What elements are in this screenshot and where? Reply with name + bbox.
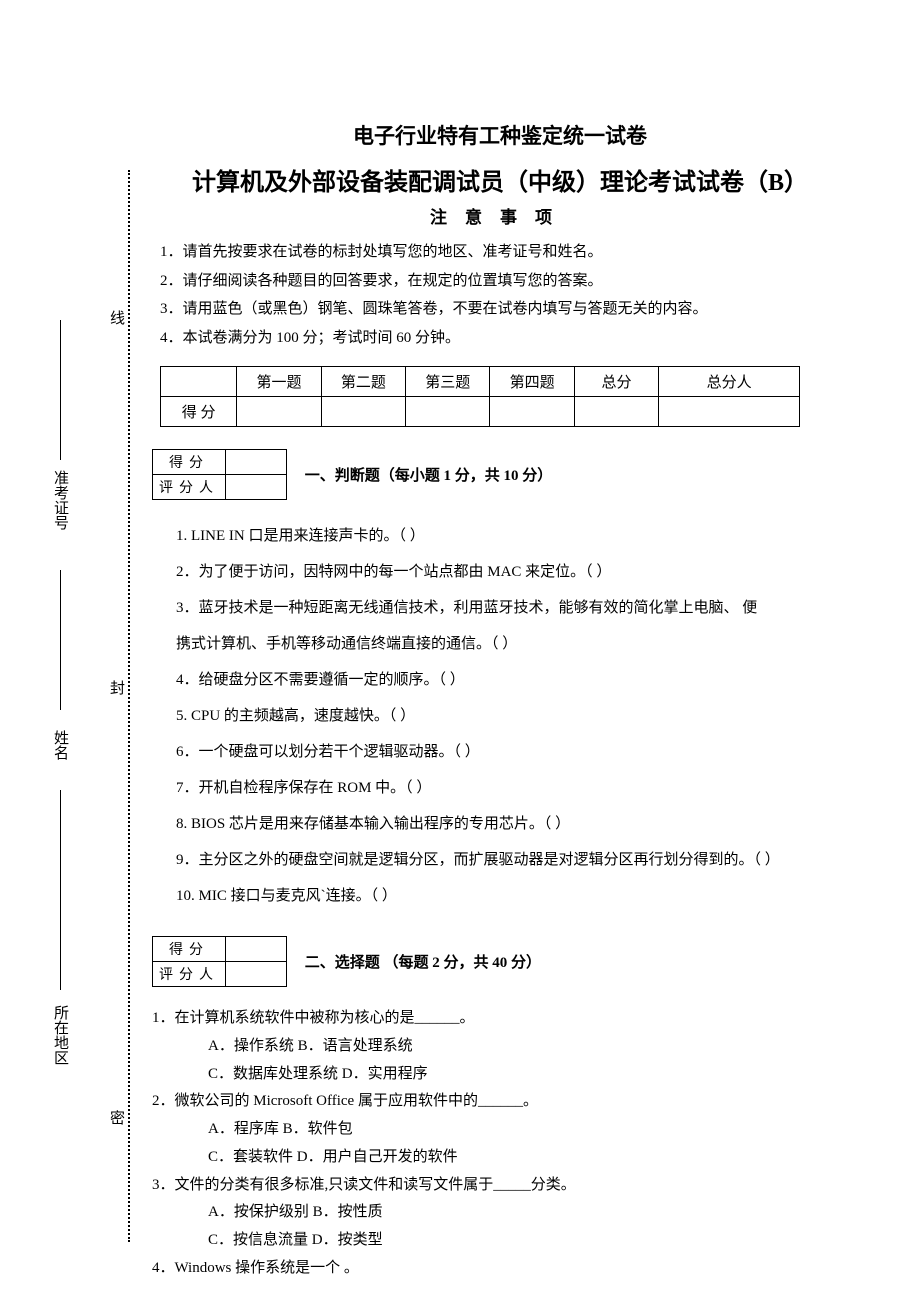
section-score-box: 得分 评分人 (152, 449, 287, 500)
section2-header: 得分 评分人 二、选择题 （每题 2 分，共 40 分） (140, 936, 860, 987)
binding-marker-secret: 密 (106, 1110, 127, 1125)
binding-marker-seal: 封 (106, 680, 127, 695)
question-options: A．程序库 B．软件包 (208, 1116, 860, 1144)
field-label-region: 所在地区 (50, 1005, 71, 1065)
question: 3．蓝牙技术是一种短距离无线通信技术，利用蓝牙技术，能够有效的简化掌上电脑、 便 (176, 590, 860, 626)
question: 5. CPU 的主频越高，速度越快。（ ） (176, 698, 860, 734)
field-label-name: 姓名 (50, 730, 71, 760)
question: 7．开机自检程序保存在 ROM 中。（ ） (176, 770, 860, 806)
score-cell (574, 397, 658, 427)
section1-questions: 1. LINE IN 口是用来连接声卡的。（ ） 2．为了便于访问，因特网中的每… (176, 518, 860, 914)
score-box-blank (226, 937, 287, 962)
binding-dotted-line (128, 170, 130, 1242)
question-stem: 4．Windows 操作系统是一个 。 (152, 1255, 860, 1283)
question: 2．为了便于访问，因特网中的每一个站点都由 MAC 来定位。（ ） (176, 554, 860, 590)
section-score-box: 得分 评分人 (152, 936, 287, 987)
score-cell (321, 397, 405, 427)
field-line-1 (60, 320, 79, 460)
score-row-label: 得 分 (161, 397, 237, 427)
question: 携式计算机、手机等移动通信终端直接的通信。（ ） (176, 626, 860, 662)
question-options: A．操作系统 B．语言处理系统 (208, 1033, 860, 1061)
binding-margin: 线 封 密 准考证号 姓名 所在地区 (40, 170, 130, 1242)
notice-item: 1．请首先按要求在试卷的标封处填写您的地区、准考证号和姓名。 (160, 238, 860, 267)
field-label-admission: 准考证号 (50, 470, 71, 530)
question: 1. LINE IN 口是用来连接声卡的。（ ） (176, 518, 860, 554)
score-col-blank (161, 367, 237, 397)
notice-heading: 注意事项 (140, 203, 860, 228)
score-col-1: 第一题 (237, 367, 321, 397)
score-box-grader: 评分人 (153, 962, 226, 987)
section1-title: 一、判断题（每小题 1 分，共 10 分） (305, 464, 553, 485)
score-cell (659, 397, 800, 427)
score-box-grader: 评分人 (153, 475, 226, 500)
question-stem: 2．微软公司的 Microsoft Office 属于应用软件中的______。 (152, 1088, 860, 1116)
score-col-3: 第三题 (406, 367, 490, 397)
score-box-blank (226, 475, 287, 500)
question-options: A．按保护级别 B．按性质 (208, 1199, 860, 1227)
field-line-2 (60, 570, 79, 710)
question: 10. MIC 接口与麦克风`连接。（ ） (176, 878, 860, 914)
exam-page: 线 封 密 准考证号 姓名 所在地区 电子行业特有工种鉴定统一试卷 计算机及外部… (0, 0, 920, 1302)
score-col-2: 第二题 (321, 367, 405, 397)
notice-list: 1．请首先按要求在试卷的标封处填写您的地区、准考证号和姓名。 2．请仔细阅读各种… (160, 238, 860, 352)
notice-item: 4．本试卷满分为 100 分；考试时间 60 分钟。 (160, 324, 860, 353)
question: 6．一个硬盘可以划分若干个逻辑驱动器。（ ） (176, 734, 860, 770)
exam-title-line2: 计算机及外部设备装配调试员（中级）理论考试试卷（B） (140, 162, 860, 197)
question-options: C．套装软件 D．用户自己开发的软件 (208, 1144, 860, 1172)
section2-title: 二、选择题 （每题 2 分，共 40 分） (305, 951, 541, 972)
question: 9．主分区之外的硬盘空间就是逻辑分区，而扩展驱动器是对逻辑分区再行划分得到的。（… (176, 842, 860, 878)
question: 8. BIOS 芯片是用来存储基本输入输出程序的专用芯片。（ ） (176, 806, 860, 842)
question-options: C．按信息流量 D．按类型 (208, 1227, 860, 1255)
score-box-blank (226, 962, 287, 987)
score-cell (406, 397, 490, 427)
score-cell (237, 397, 321, 427)
score-cell (490, 397, 574, 427)
section2-questions: 1．在计算机系统软件中被称为核心的是______。 A．操作系统 B．语言处理系… (152, 1005, 860, 1283)
score-col-total: 总分 (574, 367, 658, 397)
field-line-3 (60, 790, 79, 990)
score-box-blank (226, 450, 287, 475)
score-box-score: 得分 (153, 937, 226, 962)
question: 4．给硬盘分区不需要遵循一定的顺序。（ ） (176, 662, 860, 698)
question-stem: 3．文件的分类有很多标准,只读文件和读写文件属于_____分类。 (152, 1172, 860, 1200)
question-stem: 1．在计算机系统软件中被称为核心的是______。 (152, 1005, 860, 1033)
exam-title-line1: 电子行业特有工种鉴定统一试卷 (140, 120, 860, 150)
score-col-4: 第四题 (490, 367, 574, 397)
score-col-scorer: 总分人 (659, 367, 800, 397)
score-box-score: 得分 (153, 450, 226, 475)
section1-header: 得分 评分人 一、判断题（每小题 1 分，共 10 分） (140, 449, 860, 500)
notice-item: 3．请用蓝色（或黑色）钢笔、圆珠笔答卷，不要在试卷内填写与答题无关的内容。 (160, 295, 860, 324)
binding-marker-line: 线 (106, 310, 127, 325)
question-options: C．数据库处理系统 D．实用程序 (208, 1061, 860, 1089)
total-score-table: 第一题 第二题 第三题 第四题 总分 总分人 得 分 (160, 366, 800, 427)
notice-item: 2．请仔细阅读各种题目的回答要求，在规定的位置填写您的答案。 (160, 267, 860, 296)
